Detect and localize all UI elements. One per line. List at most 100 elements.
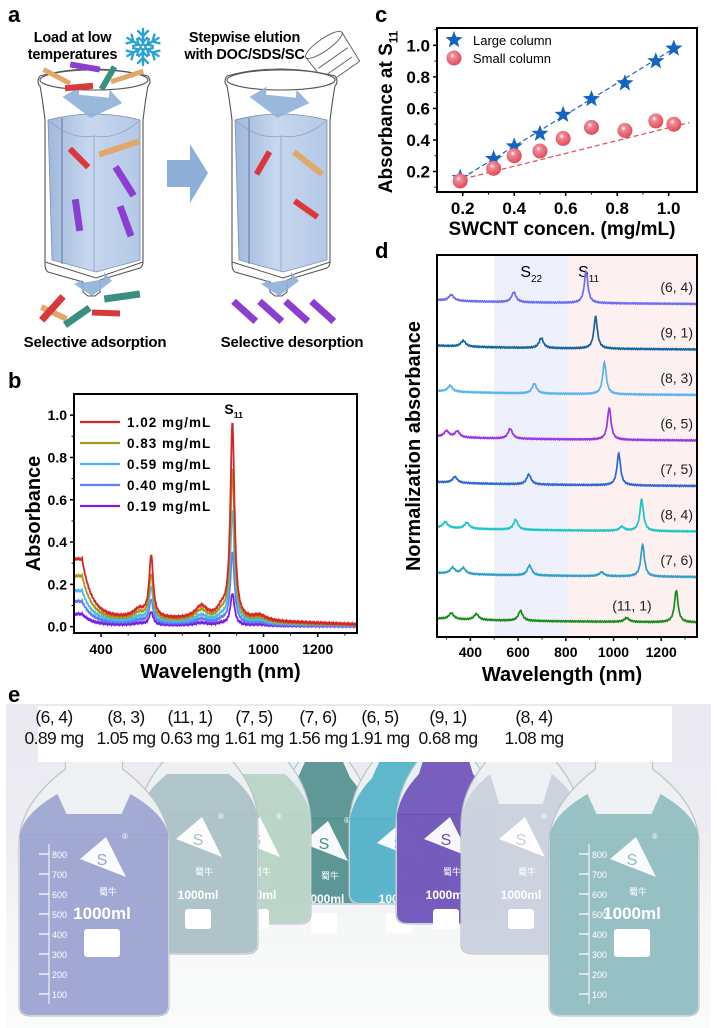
chirality-label: (9, 1) [660,325,693,341]
bottle-liquid-neck [20,794,168,835]
bottle-mass: 1.91 mg [350,728,410,748]
brand-text: 蜀牛 [321,870,339,881]
shaded-region [568,255,697,637]
volume-text: 1000ml [73,904,131,923]
arrow-right-icon [167,144,208,203]
bottle-label: (7, 6) 1.56 mg [276,707,360,749]
data-point-sphere [666,116,682,132]
graduation-label: 700 [592,870,607,880]
brand-logo-icon [80,837,126,877]
data-point-star [616,74,634,91]
chirality-label: (11, 1) [612,598,651,614]
brand-logo-letter: S [193,832,204,849]
volume-text: 1000ml [426,888,467,902]
legend-marker-star [445,31,463,48]
data-point-star [485,149,503,167]
brand-logo-icon [499,817,545,857]
data-point-sphere [648,113,664,129]
brand-logo-letter: S [627,852,638,869]
brand-text: 蜀牛 [443,866,461,877]
bottle-label-strip [38,706,672,762]
nanotubes-loading [42,61,145,92]
bottle-label: (8, 4) 1.08 mg [492,707,576,749]
bottle-label: (11, 1) 0.63 mg [148,707,232,749]
registered-mark: ® [344,816,350,825]
bottle-label: (9, 1) 0.68 mg [406,707,490,749]
data-point-sphere [506,148,522,164]
graduation-label: 600 [592,890,607,900]
step2-caption: Selective desorption [220,334,364,351]
brand-logo-icon [424,817,470,857]
x-tick-label: 600 [144,641,168,657]
chirality-label: (6, 4) [660,279,693,295]
nanotubes-desorbed-output [231,298,337,325]
y-tick-label: 1.0 [406,36,430,55]
x-tick-label: 400 [459,644,483,660]
registered-mark: ® [652,832,658,841]
graduation-label: 700 [52,870,67,880]
bottle: S ® 蜀牛 1000ml 800 700 600 500 400 300 200 100 [18,745,170,1017]
panel-label-e: e [8,682,21,707]
graduation-label: 800 [592,850,607,860]
spectrum-line [74,468,357,628]
y-tick-label: 0.0 [48,619,68,635]
chirality-label: (7, 5) [660,461,693,477]
bottle: S ® 蜀牛 1000ml 800 700 600 500 400 300 200 100 [548,745,700,1017]
column-right [224,68,338,297]
data-point-sphere [583,119,599,135]
nanotubes-in-column-right [253,149,325,220]
brand-text: 蜀牛 [629,886,647,897]
spectrum-line [436,269,698,306]
write-on-label [185,909,211,929]
bottle-mass: 1.61 mg [224,728,284,748]
chart-d: S22 S11 (6, 4) (9, 1) (8, 3) (6, 5) (7, 5) (8, … [403,254,698,686]
bottle-chirality: (8, 3) [107,707,145,727]
bottle-chirality: (6, 5) [361,707,399,727]
bottle-chirality: (6, 4) [35,707,73,727]
y-tick-label: 0.6 [48,492,68,508]
bottle-mass: 0.63 mg [160,728,220,748]
y-axis-label: Absorbance at S11 [376,30,401,193]
spectrum-line [436,359,698,397]
legend-label: 0.40 mg/mL [127,478,211,493]
region-label: Absorbance at S11 [376,30,401,193]
s11-annotation: S11 [224,401,243,420]
chirality-label: (7, 6) [660,552,693,568]
graduation-label: 200 [592,970,607,980]
legend-label: 0.19 mg/mL [127,499,211,514]
bottle-liquid [20,834,168,1015]
plot-frame [436,27,698,193]
region-label: S11 [578,264,599,285]
registered-mark: ® [122,832,128,841]
write-on-label [508,909,534,929]
step2-title-line2: with DOC/SDS/SC [184,47,305,63]
arrow-down-icon [62,86,123,118]
graduation-label: 100 [52,990,67,1000]
x-tick-label: 600 [506,644,530,660]
y-tick-label: 0.8 [48,449,68,465]
y-tick-label: 0.4 [48,534,68,550]
graduation-label: 100 [592,990,607,1000]
brand-logo-letter: S [97,852,108,869]
step1-caption: Selective adsorption [23,334,167,351]
write-on-label [311,913,337,933]
plot-frame [436,254,698,638]
x-axis-label: SWCNT concen. (mg/mL) [449,219,676,240]
write-on-label [84,929,120,957]
bottle-label: (8, 3) 1.05 mg [84,707,168,749]
bottle-liquid-neck [462,774,580,815]
step2-title: Stepwise elution with DOC/SDS/SC [182,30,307,64]
column-left [37,68,151,297]
x-tick-label: 0.2 [451,199,475,218]
step1-title-line1: Load at low [33,30,112,46]
bottle-mass: 1.05 mg [96,728,156,748]
write-on-label [433,909,459,929]
data-point-sphere [452,173,468,189]
graduation-label: 500 [52,910,67,920]
y-axis-label: Normalization absorbance [403,321,425,571]
brand-logo-icon [302,821,348,861]
arrow-down-icon [74,272,112,296]
bottle-mass: 1.08 mg [504,728,564,748]
bottle-label: (6, 4) 0.89 mg [12,707,96,749]
graduation-label: 800 [52,850,67,860]
